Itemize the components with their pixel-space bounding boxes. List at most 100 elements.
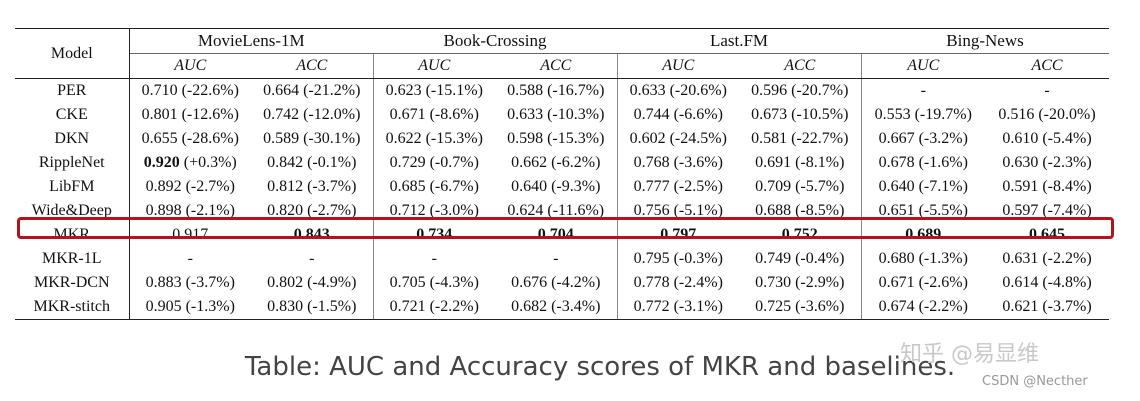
score-value: 0.671 (-8.6%) <box>389 106 479 123</box>
score-value: 0.795 (-0.3%) <box>633 250 723 267</box>
score-cell: 0.623 (-15.1%) <box>372 78 495 103</box>
model-name-cell: LibFM <box>15 175 130 199</box>
score-value: - <box>187 250 193 267</box>
score-cell: 0.709 (-5.7%) <box>739 175 861 199</box>
score-cell: 0.685 (-6.7%) <box>372 175 495 199</box>
score-cell: 0.917 <box>128 223 251 247</box>
model-name-cell: DKN <box>15 127 130 151</box>
best-score-value: 0.704 <box>537 226 574 243</box>
score-cell: 0.749 (-0.4%) <box>739 247 861 271</box>
score-value: 0.744 (-6.6%) <box>633 106 723 123</box>
score-cell: 0.801 (-12.6%) <box>128 103 251 127</box>
score-cell: 0.674 (-2.2%) <box>860 295 985 320</box>
score-cell: 0.591 (-8.4%) <box>985 175 1109 199</box>
score-value: 0.778 (-2.4%) <box>633 274 723 291</box>
score-value: 0.709 (-5.7%) <box>755 178 845 195</box>
score-cell: 0.581 (-22.7%) <box>739 127 861 151</box>
score-value: 0.721 (-2.2%) <box>389 298 479 315</box>
model-name-cell: MKR-DCN <box>15 271 130 295</box>
metric-header: ACC <box>739 53 861 79</box>
score-value: 0.624 (-11.6%) <box>507 202 605 219</box>
score-cell: 0.602 (-24.5%) <box>616 127 739 151</box>
score-value: 0.633 (-20.6%) <box>629 82 727 99</box>
model-name-cell: PER <box>15 78 130 103</box>
score-cell: 0.688 (-8.5%) <box>739 199 861 223</box>
score-cell: 0.704 <box>495 223 617 247</box>
score-value: 0.777 (-2.5%) <box>633 178 723 195</box>
score-value: 0.623 (-15.1%) <box>385 82 483 99</box>
score-value: 0.664 (-21.2%) <box>263 82 361 99</box>
score-value: 0.598 (-15.3%) <box>507 130 605 147</box>
score-value: 0.630 (-2.3%) <box>1002 154 1092 171</box>
score-cell: - <box>251 247 373 271</box>
score-cell: 0.705 (-4.3%) <box>372 271 495 295</box>
score-cell: 0.842 (-0.1%) <box>251 151 373 175</box>
metric-header-row: AUC ACC AUC ACC AUC ACC AUC ACC <box>15 53 1110 79</box>
score-cell: 0.667 (-3.2%) <box>860 127 985 151</box>
score-cell: 0.671 (-2.6%) <box>860 271 985 295</box>
model-name-cell: MKR-stitch <box>15 295 130 320</box>
score-value: 0.621 (-3.7%) <box>1002 298 1092 315</box>
score-value: 0.680 (-1.3%) <box>878 250 968 267</box>
model-name-cell: Wide&Deep <box>15 199 130 223</box>
table-row: Wide&Deep 0.898 (-2.1%) 0.820 (-2.7%) 0.712… <box>15 199 1109 223</box>
dataset-header: MovieLens-1M <box>129 28 373 54</box>
score-value: 0.597 (-7.4%) <box>1002 202 1092 219</box>
score-cell: 0.830 (-1.5%) <box>251 295 373 320</box>
score-cell: 0.768 (-3.6%) <box>616 151 739 175</box>
score-value: 0.892 (-2.7%) <box>145 178 235 195</box>
score-cell: - <box>372 247 495 271</box>
score-value: 0.688 (-8.5%) <box>755 202 845 219</box>
model-name-cell: MKR <box>15 223 130 247</box>
metric-header: ACC <box>495 53 617 79</box>
best-score-value: 0.752 <box>781 226 818 243</box>
table-caption: Table: AUC and Accuracy scores of MKR an… <box>244 352 956 382</box>
metric-header: AUC <box>860 53 985 79</box>
score-cell: 0.516 (-20.0%) <box>985 103 1109 127</box>
score-value: 0.725 (-3.6%) <box>755 298 845 315</box>
score-value: 0.553 (-19.7%) <box>874 106 972 123</box>
results-table: Model MovieLens-1M Book-Crossing Last.FM… <box>15 28 1110 320</box>
score-cell: 0.778 (-2.4%) <box>616 271 739 295</box>
score-value: 0.662 (-6.2%) <box>511 154 601 171</box>
score-cell: 0.633 (-20.6%) <box>616 78 739 103</box>
score-cell: 0.633 (-10.3%) <box>495 103 617 127</box>
score-value: 0.710 (-22.6%) <box>141 82 239 99</box>
score-cell: 0.812 (-3.7%) <box>251 175 373 199</box>
score-value: 0.730 (-2.9%) <box>755 274 845 291</box>
score-value: 0.756 (-5.1%) <box>633 202 723 219</box>
score-value: - <box>553 250 559 267</box>
dataset-header: Bing-News <box>861 28 1110 54</box>
score-cell: 0.655 (-28.6%) <box>128 127 251 151</box>
score-value: 0.830 (-1.5%) <box>267 298 357 315</box>
score-value: 0.588 (-16.7%) <box>507 82 605 99</box>
score-cell: 0.802 (-4.9%) <box>251 271 373 295</box>
score-cell: 0.691 (-8.1%) <box>739 151 861 175</box>
score-value: 0.614 (-4.8%) <box>1002 274 1092 291</box>
metric-header: ACC <box>251 53 373 79</box>
model-name-cell: CKE <box>15 103 130 127</box>
score-value: 0.678 (-1.6%) <box>878 154 968 171</box>
score-value: 0.602 (-24.5%) <box>629 130 727 147</box>
score-value: - <box>431 250 437 267</box>
score-cell: 0.795 (-0.3%) <box>616 247 739 271</box>
score-value: 0.812 (-3.7%) <box>267 178 357 195</box>
score-cell: 0.920 (+0.3%) <box>128 151 251 175</box>
score-cell: 0.756 (-5.1%) <box>616 199 739 223</box>
score-value: 0.640 (-7.1%) <box>878 178 968 195</box>
score-value: 0.655 (-28.6%) <box>141 130 239 147</box>
score-value: 0.685 (-6.7%) <box>389 178 479 195</box>
score-cell: 0.662 (-6.2%) <box>495 151 617 175</box>
score-cell: 0.820 (-2.7%) <box>251 199 373 223</box>
score-cell: 0.678 (-1.6%) <box>860 151 985 175</box>
score-value: - <box>920 82 926 99</box>
score-value: 0.633 (-10.3%) <box>507 106 605 123</box>
score-value: 0.712 (-3.0%) <box>389 202 479 219</box>
table-row: MKR 0.917 0.843 0.734 0.704 0.797 0.752 0.689 0.… <box>15 223 1109 247</box>
score-value: 0.801 (-12.6%) <box>141 106 239 123</box>
score-cell: 0.710 (-22.6%) <box>128 78 251 103</box>
best-score-value: 0.797 <box>660 226 697 243</box>
score-cell: 0.730 (-2.9%) <box>739 271 861 295</box>
score-value: 0.772 (-3.1%) <box>633 298 723 315</box>
best-score-value: 0.843 <box>293 226 330 243</box>
